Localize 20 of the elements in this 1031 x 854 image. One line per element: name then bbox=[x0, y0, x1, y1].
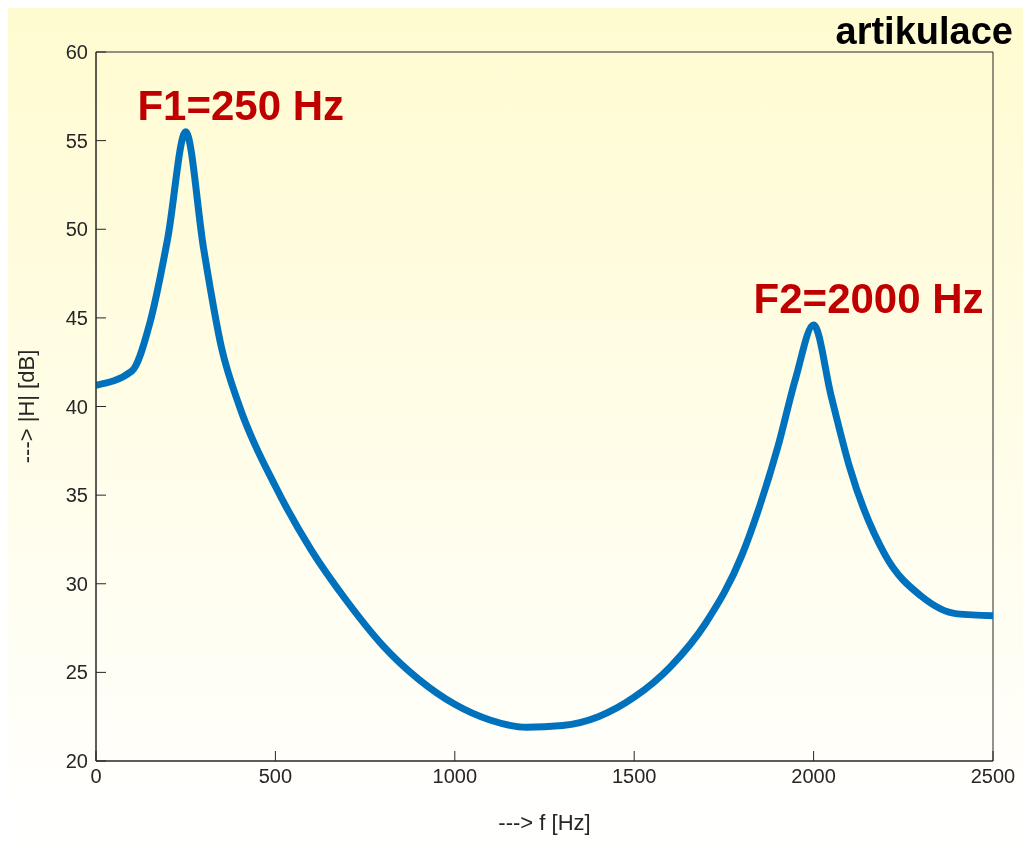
y-tick-label: 60 bbox=[65, 41, 88, 64]
x-tick-label: 1000 bbox=[432, 765, 478, 788]
x-tick-label: 500 bbox=[258, 765, 293, 788]
y-tick-label: 45 bbox=[65, 306, 88, 329]
y-axis-title: ---> |H| [dB] bbox=[13, 349, 39, 464]
x-tick-label: 2500 bbox=[970, 765, 1016, 788]
x-tick-label: 1500 bbox=[611, 765, 657, 788]
y-tick-label: 25 bbox=[65, 661, 88, 684]
x-tick-label: 0 bbox=[90, 765, 102, 788]
x-tick-label: 2000 bbox=[791, 765, 836, 788]
y-tick-label: 20 bbox=[65, 750, 88, 773]
y-tick-label: 50 bbox=[65, 218, 88, 241]
annotation: F2=2000 Hz bbox=[753, 274, 984, 322]
annotation: F1=250 Hz bbox=[137, 81, 345, 129]
y-tick-label: 30 bbox=[65, 572, 88, 595]
y-tick-label: 40 bbox=[65, 395, 88, 418]
x-axis-title: ---> f [Hz] bbox=[498, 810, 591, 835]
y-tick-label: 55 bbox=[65, 129, 88, 152]
y-tick-label: 35 bbox=[65, 484, 88, 507]
chart-title: artikulace bbox=[835, 10, 1013, 53]
